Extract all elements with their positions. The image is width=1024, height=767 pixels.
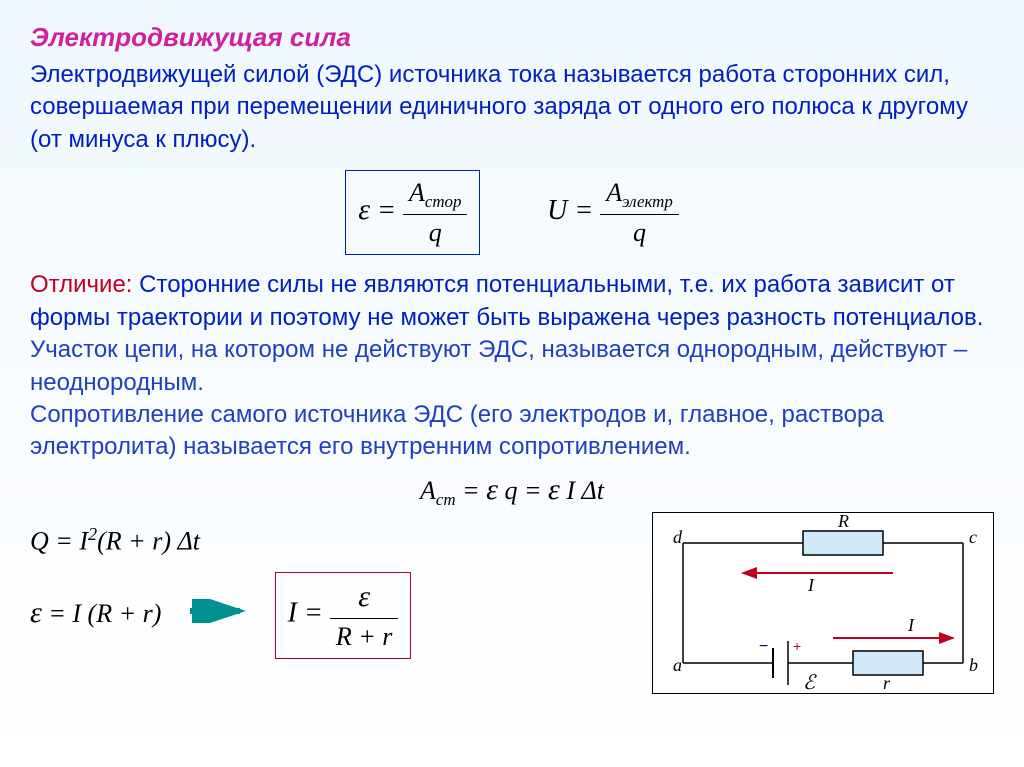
difference-label: Отличие: [30,271,132,298]
emf-ir-formula: ε = I (R + r) [30,599,168,628]
formula-row-1: ε = Aстор q U = Aэлектр q [30,170,994,255]
circuit-diagram: d c a b R r I I ℰ − + [652,512,994,694]
difference-paragraph: Отличие: Сторонние силы не являются поте… [30,269,994,334]
emf-symbol: ℰ [803,672,817,693]
node-c-label: c [969,527,977,547]
left-formulas: Q = I2(R + r) Δt ε = I (R + r) I = ε R +… [30,512,411,673]
work-formula: Aст = ε q = ε I Δt [420,476,604,505]
current-I-bottom: I [907,615,915,635]
resistor-r-label: r [883,673,891,693]
ohm-law-formula: I = ε R + r [275,572,412,659]
node-d-label: d [673,527,683,547]
section-text: Участок цепи, на котором не действуют ЭД… [30,334,994,399]
arrow-icon [188,599,248,632]
voltage-definition-formula: U = Aэлектр q [547,175,679,250]
minus-label: − [759,638,768,655]
node-b-label: b [969,655,978,675]
emf-ohm-row: ε = I (R + r) I = ε R + r [30,572,411,659]
resistance-text: Сопротивление самого источника ЭДС (его … [30,399,994,464]
current-I-top: I [807,575,815,595]
node-a-label: a [673,655,682,675]
heat-formula: Q = I2(R + r) Δt [30,522,411,559]
intro-text: Электродвижущей силой (ЭДС) источника то… [30,59,994,156]
resistor-R-label: R [837,513,849,531]
page-title: Электродвижущая сила [30,20,994,55]
plus-label: + [793,638,801,654]
emf-definition-formula: ε = Aстор q [345,170,480,255]
